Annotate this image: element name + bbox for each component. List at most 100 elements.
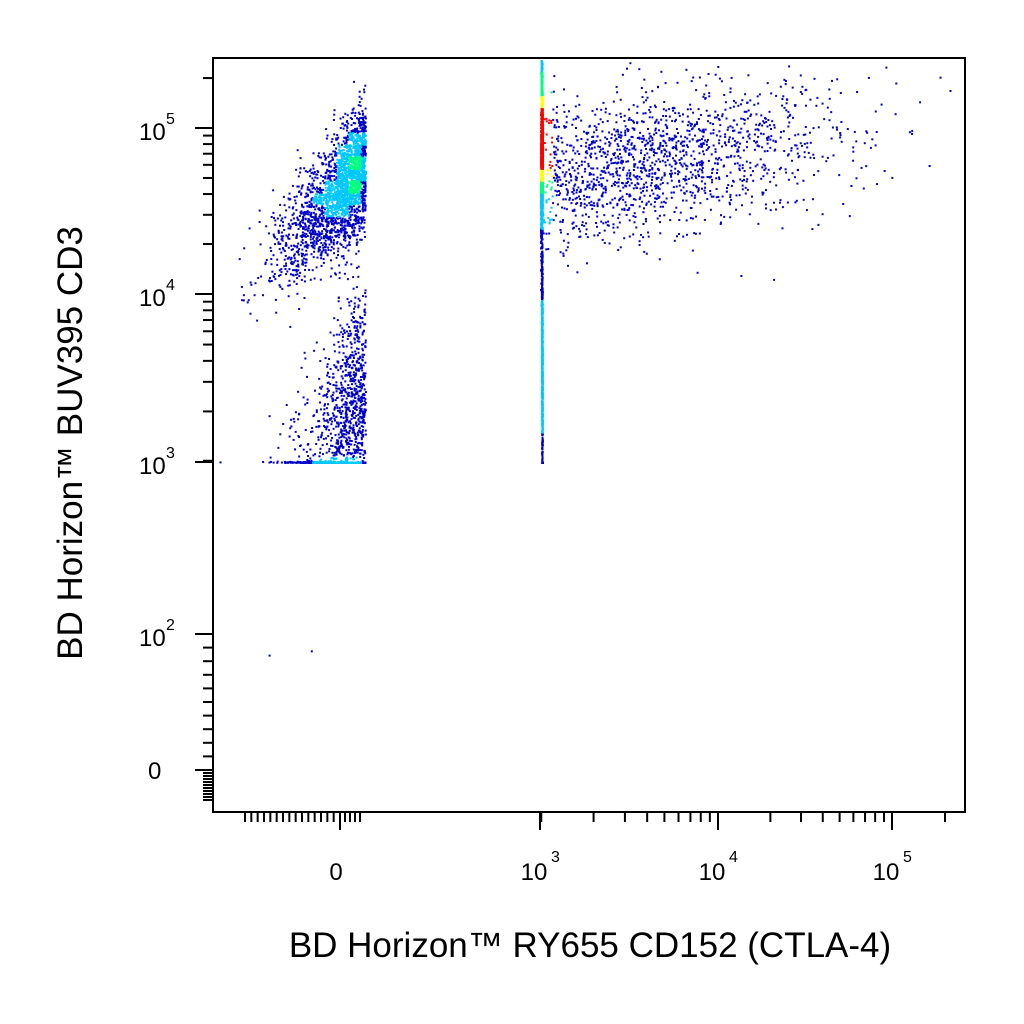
data-point	[662, 134, 665, 137]
data-point	[334, 191, 337, 194]
data-point	[596, 215, 599, 218]
data-point	[601, 121, 604, 124]
data-point	[764, 203, 767, 206]
data-point	[356, 390, 359, 393]
data-point	[572, 187, 575, 190]
data-point	[311, 187, 314, 190]
data-point	[295, 168, 298, 171]
data-point	[779, 201, 781, 204]
data-point	[836, 128, 838, 131]
data-point	[313, 171, 316, 174]
data-point	[332, 185, 335, 188]
data-point	[783, 150, 786, 152]
data-point	[334, 434, 337, 437]
data-point	[336, 387, 339, 390]
data-point	[359, 322, 362, 325]
data-point	[740, 127, 743, 130]
data-point	[308, 211, 311, 214]
data-point	[725, 144, 728, 147]
data-point	[363, 378, 366, 381]
data-point	[571, 166, 574, 169]
data-point	[553, 124, 556, 127]
data-point	[346, 224, 349, 227]
data-point	[715, 188, 718, 190]
data-point	[319, 187, 322, 189]
data-point	[700, 164, 703, 167]
data-point	[575, 189, 578, 192]
data-point	[300, 278, 303, 281]
data-point	[541, 238, 543, 241]
data-point	[347, 234, 350, 237]
data-point	[347, 332, 350, 335]
data-point	[265, 259, 268, 261]
data-point	[704, 186, 706, 189]
data-point	[768, 124, 771, 127]
data-point	[343, 136, 346, 139]
data-point	[699, 114, 702, 116]
data-point	[331, 213, 334, 215]
data-point	[243, 247, 246, 250]
data-point	[353, 450, 356, 453]
data-point	[541, 252, 543, 254]
data-point	[357, 297, 360, 300]
data-point	[322, 348, 325, 351]
data-point	[345, 136, 348, 139]
data-point	[720, 80, 723, 83]
data-point	[337, 423, 340, 426]
data-point	[362, 210, 365, 213]
data-point	[345, 153, 348, 156]
data-point	[645, 169, 648, 172]
data-point	[333, 252, 335, 255]
data-point	[671, 139, 674, 142]
data-point	[317, 196, 320, 199]
data-point	[638, 136, 641, 139]
data-point	[357, 216, 360, 218]
data-point	[702, 131, 705, 134]
data-point	[349, 356, 352, 359]
data-point	[825, 160, 828, 163]
data-point	[327, 238, 330, 241]
data-point	[651, 189, 653, 192]
data-point	[729, 125, 732, 128]
data-point	[348, 356, 351, 359]
data-point	[662, 155, 665, 158]
data-point	[330, 179, 333, 182]
data-point	[640, 149, 643, 152]
data-point	[727, 141, 730, 143]
data-point	[620, 159, 623, 162]
data-point	[359, 356, 362, 359]
data-point	[351, 208, 354, 211]
data-point	[313, 229, 316, 232]
data-point	[323, 426, 326, 429]
data-point	[616, 226, 619, 229]
data-point	[321, 209, 324, 212]
data-point	[319, 213, 322, 216]
data-point	[657, 122, 660, 125]
data-point	[671, 119, 674, 122]
data-point	[335, 404, 338, 406]
data-point	[641, 200, 644, 203]
data-point	[715, 134, 718, 137]
data-point	[715, 157, 717, 160]
data-point	[361, 181, 364, 184]
data-point	[323, 245, 326, 248]
data-point	[737, 146, 740, 149]
data-point	[647, 128, 649, 130]
data-point	[644, 112, 647, 115]
data-point	[566, 191, 569, 194]
data-point	[343, 421, 346, 424]
data-point	[607, 224, 610, 227]
data-point	[576, 271, 579, 274]
data-point	[585, 213, 587, 216]
data-point	[356, 340, 359, 343]
data-point	[317, 207, 320, 210]
data-point	[329, 368, 332, 370]
data-point	[314, 213, 317, 216]
data-point	[354, 223, 357, 225]
data-point	[588, 172, 591, 175]
data-point	[645, 147, 647, 150]
data-point	[299, 444, 302, 447]
data-point	[341, 359, 344, 361]
data-point	[324, 175, 327, 178]
data-point	[290, 261, 293, 263]
